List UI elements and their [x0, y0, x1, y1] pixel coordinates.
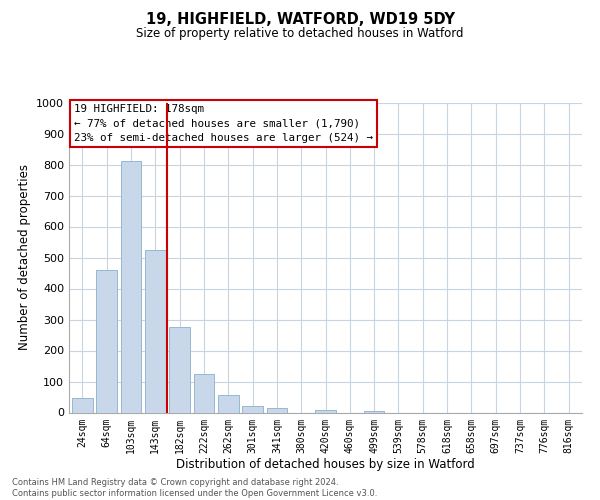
Text: 19 HIGHFIELD: 178sqm
← 77% of detached houses are smaller (1,790)
23% of semi-de: 19 HIGHFIELD: 178sqm ← 77% of detached h…: [74, 104, 373, 143]
Bar: [169, 327, 190, 412]
Bar: [315, 410, 336, 412]
X-axis label: Distribution of detached houses by size in Watford: Distribution of detached houses by size …: [176, 458, 475, 471]
Bar: [194, 374, 214, 412]
Bar: [72, 398, 93, 412]
Bar: [145, 250, 166, 412]
Bar: [121, 162, 142, 412]
Y-axis label: Number of detached properties: Number of detached properties: [17, 164, 31, 350]
Bar: [218, 394, 239, 412]
Bar: [97, 270, 117, 412]
Text: Contains HM Land Registry data © Crown copyright and database right 2024.
Contai: Contains HM Land Registry data © Crown c…: [12, 478, 377, 498]
Bar: [266, 408, 287, 412]
Bar: [364, 411, 385, 412]
Text: 19, HIGHFIELD, WATFORD, WD19 5DY: 19, HIGHFIELD, WATFORD, WD19 5DY: [146, 12, 455, 28]
Bar: [242, 406, 263, 412]
Text: Size of property relative to detached houses in Watford: Size of property relative to detached ho…: [136, 28, 464, 40]
